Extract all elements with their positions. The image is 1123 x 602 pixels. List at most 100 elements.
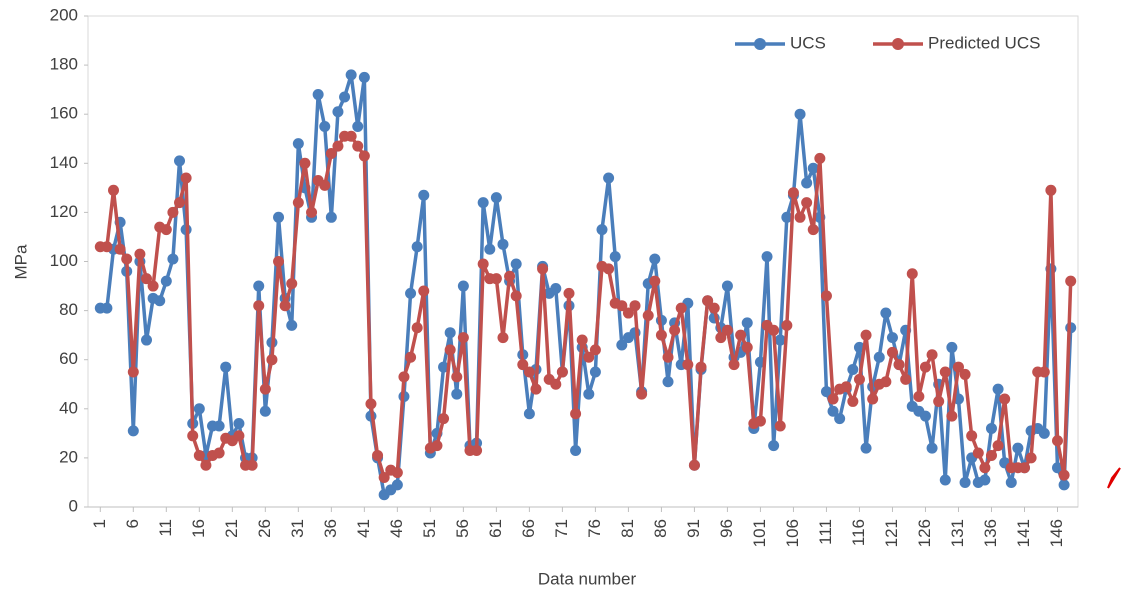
point [431,440,443,452]
point [827,393,839,405]
point [174,155,186,167]
point [405,351,417,363]
point [411,241,423,253]
point [457,280,469,292]
point [781,319,793,331]
point [325,147,337,159]
point [702,295,714,307]
point [121,253,133,265]
x-tick-label: 61 [486,519,505,538]
point [286,319,298,331]
point [662,376,674,388]
point [853,373,865,385]
point [358,150,370,162]
point [952,361,964,373]
point [141,273,153,285]
point [167,253,179,265]
point [774,420,786,432]
x-tick-label: 131 [948,519,967,547]
point [1051,462,1063,474]
point [801,177,813,189]
x-tick-label: 46 [387,519,406,538]
point [1065,275,1077,287]
point [510,290,522,302]
point [847,364,859,376]
point [444,344,456,356]
point [259,383,271,395]
point [517,359,529,371]
point [873,351,885,363]
y-tick-label: 160 [50,104,78,123]
point [497,238,509,250]
point [273,211,285,223]
point [827,405,839,417]
point [187,430,199,442]
point [332,106,344,118]
point [807,224,819,236]
point [675,302,687,314]
point [358,71,370,83]
point [504,270,516,282]
legend-marker [754,38,766,50]
point [900,373,912,385]
series-line [100,73,1073,497]
y-tick-label: 100 [50,251,78,270]
cursor-mark [1107,467,1121,489]
y-axis-label: MPa [11,244,30,280]
point [1038,427,1050,439]
point [167,206,179,218]
point [530,383,542,395]
point [688,459,700,471]
point [926,442,938,454]
point [867,393,879,405]
point [979,474,991,486]
point [946,410,958,422]
x-tick-label: 56 [453,519,472,538]
point [860,329,872,341]
x-tick-label: 81 [618,519,637,538]
y-tick-label: 60 [59,349,78,368]
point [1025,452,1037,464]
point [160,275,172,287]
point [741,341,753,353]
point [339,91,351,103]
x-tick-label: 121 [882,519,901,547]
point [292,197,304,209]
x-tick-label: 1 [90,519,109,528]
point [306,206,318,218]
point [570,445,582,457]
point [1045,184,1057,196]
x-axis-label: Data number [538,569,637,588]
point [589,344,601,356]
point [537,263,549,275]
point [352,140,364,152]
point [880,376,892,388]
point [292,138,304,150]
x-tick-label: 111 [816,519,835,545]
x-tick-label: 41 [354,519,373,538]
point [411,322,423,334]
x-tick-label: 106 [783,519,802,547]
x-tick-label: 36 [321,519,340,538]
legend-label: Predicted UCS [928,33,1040,52]
point [649,253,661,265]
point [609,251,621,263]
point [662,351,674,363]
series-line [100,134,1073,480]
point [213,447,225,459]
x-tick-label: 51 [420,519,439,538]
point [655,329,667,341]
x-tick-label: 146 [1047,519,1066,547]
point [715,332,727,344]
point [999,393,1011,405]
point [391,479,403,491]
point [550,378,562,390]
legend-marker [892,38,904,50]
point [1058,469,1070,481]
point [913,391,925,403]
y-tick-label: 20 [59,447,78,466]
point [761,251,773,263]
point [233,418,245,430]
point [860,442,872,454]
